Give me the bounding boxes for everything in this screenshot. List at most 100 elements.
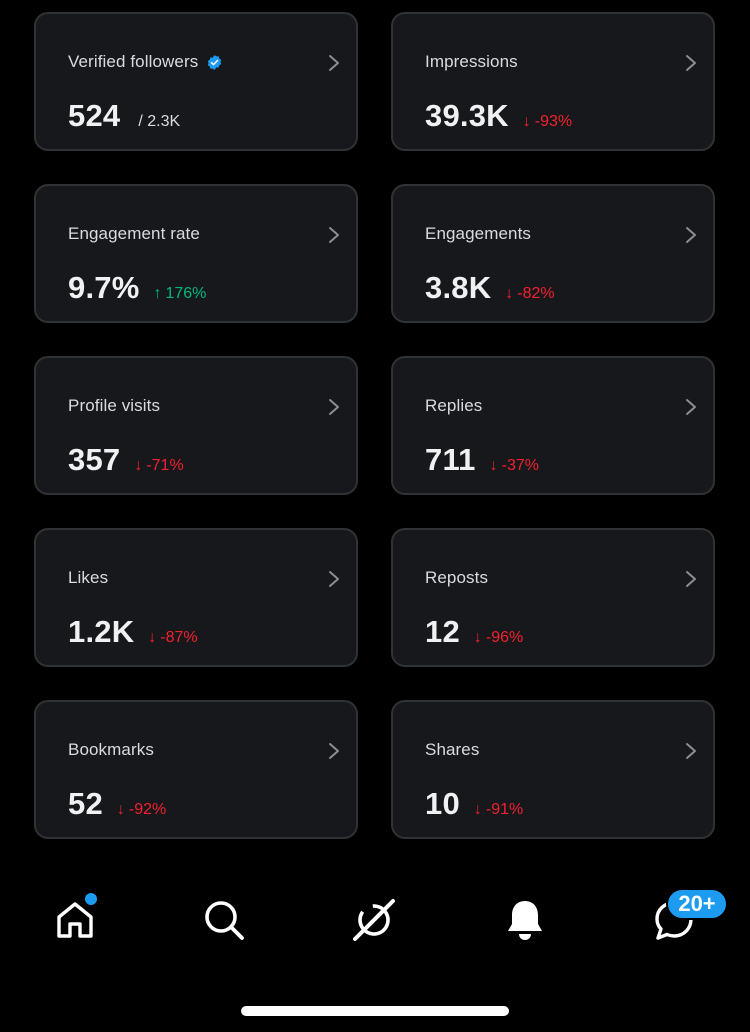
arrow-up-icon: ↑ [153, 285, 162, 302]
delta: ↓ -92% [117, 801, 166, 819]
card-shares[interactable]: Shares 10 ↓ -91% [391, 700, 715, 839]
card-label: Replies [425, 396, 483, 415]
card-label: Profile visits [68, 396, 161, 415]
delta-value: -93% [534, 113, 573, 130]
card-label-wrap: Shares [425, 740, 479, 760]
card-values: 12 ↓ -96% [425, 614, 523, 650]
nav-home[interactable] [51, 892, 99, 944]
card-values: 39.3K ↓ -93% [425, 98, 572, 134]
delta-value: -96% [485, 629, 524, 646]
chevron-right-icon [686, 55, 696, 71]
card-likes[interactable]: Likes 1.2K ↓ -87% [34, 528, 358, 667]
card-total: / 2.3K [138, 113, 181, 130]
card-value: 524 [68, 98, 121, 133]
card-label-wrap: Verified followers [68, 52, 223, 72]
card-value: 52 [68, 786, 103, 821]
card-engagement-rate[interactable]: Engagement rate 9.7% ↑ 176% [34, 184, 358, 323]
chevron-right-icon [686, 227, 696, 243]
card-reposts[interactable]: Reposts 12 ↓ -96% [391, 528, 715, 667]
verified-badge-icon [208, 54, 222, 70]
delta-value: -91% [485, 801, 524, 818]
card-values: 357 ↓ -71% [68, 442, 184, 478]
card-value: 357 [68, 442, 121, 477]
delta: ↓ -91% [474, 801, 523, 819]
delta: ↓ -37% [490, 457, 539, 475]
delta: ↓ -71% [134, 457, 183, 475]
card-engagements[interactable]: Engagements 3.8K ↓ -82% [391, 184, 715, 323]
bottom-nav: 20+ [0, 880, 750, 960]
card-label-wrap: Replies [425, 396, 482, 416]
arrow-down-icon: ↓ [473, 629, 482, 646]
card-values: 711 ↓ -37% [425, 442, 539, 478]
notification-dot [84, 892, 98, 906]
card-verified-followers[interactable]: Verified followers 524 / 2.3K [34, 12, 358, 151]
chevron-right-icon [686, 399, 696, 415]
nav-search[interactable] [200, 896, 248, 944]
arrow-down-icon: ↓ [489, 457, 498, 474]
delta-value: -87% [160, 629, 198, 646]
card-label: Impressions [425, 52, 518, 71]
chevron-right-icon [329, 399, 339, 415]
search-icon [205, 901, 244, 940]
bell-icon [508, 901, 542, 940]
chevron-right-icon [329, 743, 339, 759]
chevron-right-icon [329, 55, 339, 71]
delta: ↓ -82% [505, 285, 554, 303]
card-value: 3.8K [425, 270, 492, 305]
card-bookmarks[interactable]: Bookmarks 52 ↓ -92% [34, 700, 358, 839]
home-icon [57, 902, 93, 938]
card-label: Shares [425, 740, 480, 759]
chevron-right-icon [329, 571, 339, 587]
arrow-down-icon: ↓ [134, 457, 143, 474]
card-label: Engagements [425, 224, 532, 243]
card-label: Bookmarks [68, 740, 154, 759]
card-values: 9.7% ↑ 176% [68, 270, 206, 306]
delta: ↑ 176% [153, 285, 206, 303]
arrow-down-icon: ↓ [505, 285, 514, 302]
chevron-right-icon [329, 227, 339, 243]
card-values: 1.2K ↓ -87% [68, 614, 198, 650]
card-label: Verified followers [68, 52, 199, 71]
card-value: 39.3K [425, 98, 509, 133]
metrics-grid: Verified followers 524 / 2.3K Impression… [34, 12, 715, 839]
card-values: 10 ↓ -91% [425, 786, 523, 822]
home-indicator[interactable] [241, 1006, 509, 1016]
delta: ↓ -87% [148, 629, 197, 647]
card-label-wrap: Engagement rate [68, 224, 200, 244]
card-value: 9.7% [68, 270, 140, 305]
card-label: Likes [68, 568, 109, 587]
card-value: 711 [425, 442, 476, 477]
nav-notifications[interactable] [501, 896, 549, 944]
delta-value: 176% [165, 285, 207, 302]
card-label-wrap: Profile visits [68, 396, 160, 416]
card-profile-visits[interactable]: Profile visits 357 ↓ -71% [34, 356, 358, 495]
card-value: 12 [425, 614, 460, 649]
delta: ↓ -93% [523, 113, 572, 131]
card-label-wrap: Impressions [425, 52, 518, 72]
card-label: Engagement rate [68, 224, 200, 243]
card-values: 3.8K ↓ -82% [425, 270, 555, 306]
chevron-right-icon [686, 743, 696, 759]
card-label: Reposts [425, 568, 489, 587]
card-replies[interactable]: Replies 711 ↓ -37% [391, 356, 715, 495]
card-label-wrap: Reposts [425, 568, 488, 588]
delta-value: -82% [517, 285, 555, 302]
card-label-wrap: Bookmarks [68, 740, 154, 760]
arrow-down-icon: ↓ [473, 801, 482, 818]
delta-value: -71% [146, 457, 184, 474]
chevron-right-icon [686, 571, 696, 587]
messages-badge: 20+ [666, 888, 728, 920]
card-label-wrap: Likes [68, 568, 108, 588]
card-value: 1.2K [68, 614, 135, 649]
card-values: 52 ↓ -92% [68, 786, 166, 822]
card-value: 10 [425, 786, 460, 821]
card-impressions[interactable]: Impressions 39.3K ↓ -93% [391, 12, 715, 151]
delta: ↓ -96% [474, 629, 523, 647]
arrow-down-icon: ↓ [148, 629, 157, 646]
card-values: 524 / 2.3K [68, 98, 180, 134]
nav-grok[interactable] [350, 896, 398, 944]
delta-value: -92% [128, 801, 167, 818]
arrow-down-icon: ↓ [522, 113, 531, 130]
card-label-wrap: Engagements [425, 224, 531, 244]
